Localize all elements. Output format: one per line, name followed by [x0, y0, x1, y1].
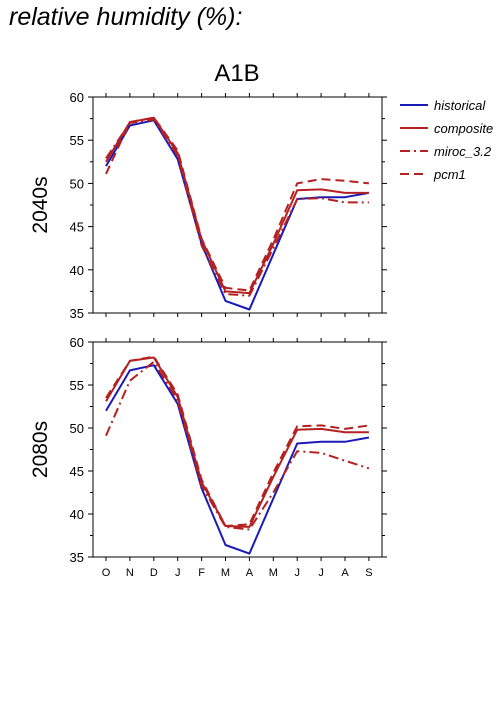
series-line-historical [105, 364, 370, 555]
x-tick-label: M [221, 567, 230, 579]
x-tick-label: F [198, 567, 205, 579]
x-tick-label: S [365, 567, 372, 579]
series-line-pcm1 [105, 116, 370, 292]
x-tick-label: J [175, 567, 181, 579]
series-line-miroc_3.2 [105, 360, 370, 531]
plot-frame [92, 341, 383, 558]
y-tick-label: 60 [70, 335, 84, 350]
y-tick-label: 40 [70, 507, 84, 522]
panel-label: 2040s [29, 176, 52, 233]
legend-label-miroc_3.2: miroc_3.2 [434, 144, 492, 159]
y-tick-label: 45 [70, 220, 84, 235]
y-tick-label: 50 [70, 176, 84, 191]
y-tick-label: 55 [70, 378, 84, 393]
plot-frame [92, 96, 383, 314]
x-tick-label: J [318, 567, 324, 579]
x-tick-label: M [269, 567, 278, 579]
series-line-historical [105, 119, 370, 311]
legend-label-composite: composite [434, 121, 493, 136]
legend-label-historical: historical [434, 98, 486, 113]
page-title: relative humidity (%): [9, 3, 243, 31]
y-tick-label: 60 [70, 90, 84, 105]
panel-label: 2080s [29, 421, 52, 478]
y-tick-label: 50 [70, 421, 84, 436]
y-tick-label: 55 [70, 133, 84, 148]
x-tick-label: N [126, 567, 134, 579]
y-tick-label: 35 [70, 306, 84, 321]
series-line-miroc_3.2 [105, 118, 369, 297]
x-tick-label: J [294, 567, 300, 579]
series-line-composite [105, 116, 369, 295]
panel-2080s: 35 40 45 50 55 60 O N D J F M A M J J A S 2080s [29, 335, 387, 579]
legend-label-pcm1: pcm1 [433, 167, 466, 182]
x-tick-label: O [102, 567, 111, 579]
y-tick-label: 40 [70, 263, 84, 278]
y-tick-label: 35 [70, 550, 84, 565]
x-tick-label: D [150, 567, 158, 579]
panel-2040s: 35 40 45 50 55 60 2040s [29, 90, 387, 321]
chart-title: A1B [214, 60, 259, 87]
x-tick-label: A [341, 567, 349, 579]
series-line-pcm1 [105, 355, 370, 527]
legend: historical composite miroc_3.2 pcm1 [400, 98, 493, 182]
y-tick-label: 45 [70, 464, 84, 479]
x-tick-label: A [246, 567, 254, 579]
panels: 35 40 45 50 55 60 2040s 35 40 45 50 55 60 O N D J F M A M J J A… [29, 90, 387, 579]
